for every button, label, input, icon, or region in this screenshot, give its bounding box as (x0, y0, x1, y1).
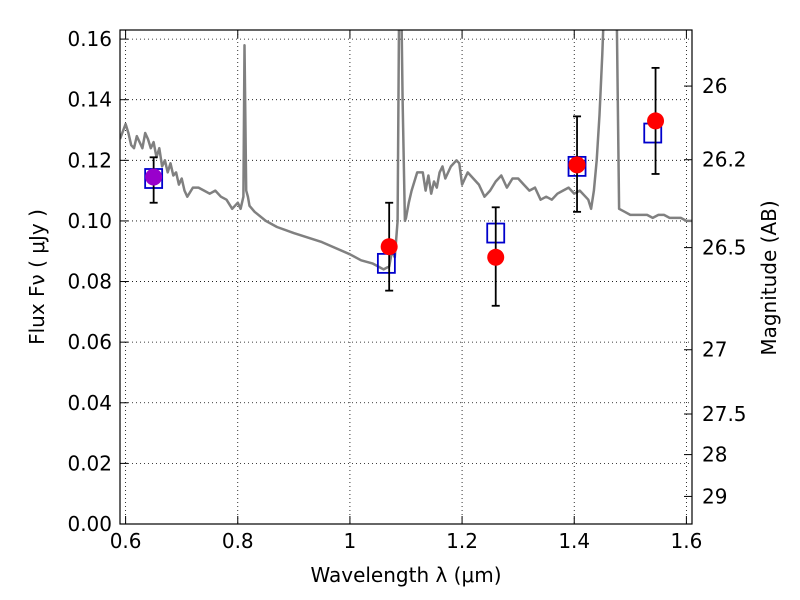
observed-flux-point (487, 248, 505, 266)
mag-tick-label: 26.5 (702, 236, 747, 260)
x-tick-label: 1.6 (670, 529, 702, 553)
y-tick-label: 0.10 (67, 209, 112, 233)
y-tick-label: 0.14 (67, 88, 112, 112)
mag-tick-label: 27.5 (702, 402, 747, 426)
observed-flux-point (145, 168, 163, 186)
observed-flux-point (568, 156, 586, 174)
observed-flux-point (380, 238, 398, 256)
mag-tick-label: 26.2 (702, 148, 747, 172)
x-axis-title-text: Wavelength λ (μm) (310, 563, 501, 587)
y-axis-title-text: Flux Fν ( μJy ) (25, 209, 49, 345)
plot-frame (119, 29, 693, 525)
x-tick-label: 0.8 (222, 529, 254, 553)
x-tick-label: 0.6 (110, 529, 142, 553)
plot-layer (120, 30, 692, 307)
x-tick-label: 1.2 (446, 529, 478, 553)
y-tick-label: 0.00 (67, 512, 112, 536)
y2-axis-title: Magnitude (AB) (757, 200, 781, 355)
model-spectrum-line (120, 30, 692, 271)
y2-axis-title-text: Magnitude (AB) (757, 200, 781, 355)
y-tick-label: 0.08 (67, 270, 112, 294)
y-tick-label: 0.02 (67, 451, 112, 475)
y-tick-label: 0.12 (67, 148, 112, 172)
y-tick-label: 0.16 (67, 27, 112, 51)
mag-tick-label: 27 (702, 338, 727, 362)
x-tick-label: 1.4 (558, 529, 590, 553)
y-tick-label: 0.06 (67, 330, 112, 354)
y-tick-label: 0.04 (67, 391, 112, 415)
plot-area (120, 30, 692, 524)
axis-ticks: 0.6 0.8 1 1.2 1.4 1.6 0.00 0.02 0.04 0.06 0.08 0.10… (67, 27, 746, 553)
x-axis-title: Wavelength λ (μm) (310, 563, 501, 587)
mag-tick-label: 28 (702, 443, 727, 467)
observed-flux-point (647, 112, 665, 130)
x-tick-label: 1 (344, 529, 357, 553)
mag-tick-label: 29 (702, 484, 727, 508)
mag-tick-label: 26 (702, 74, 727, 98)
y-axis-title: Flux Fν ( μJy ) (25, 209, 49, 345)
